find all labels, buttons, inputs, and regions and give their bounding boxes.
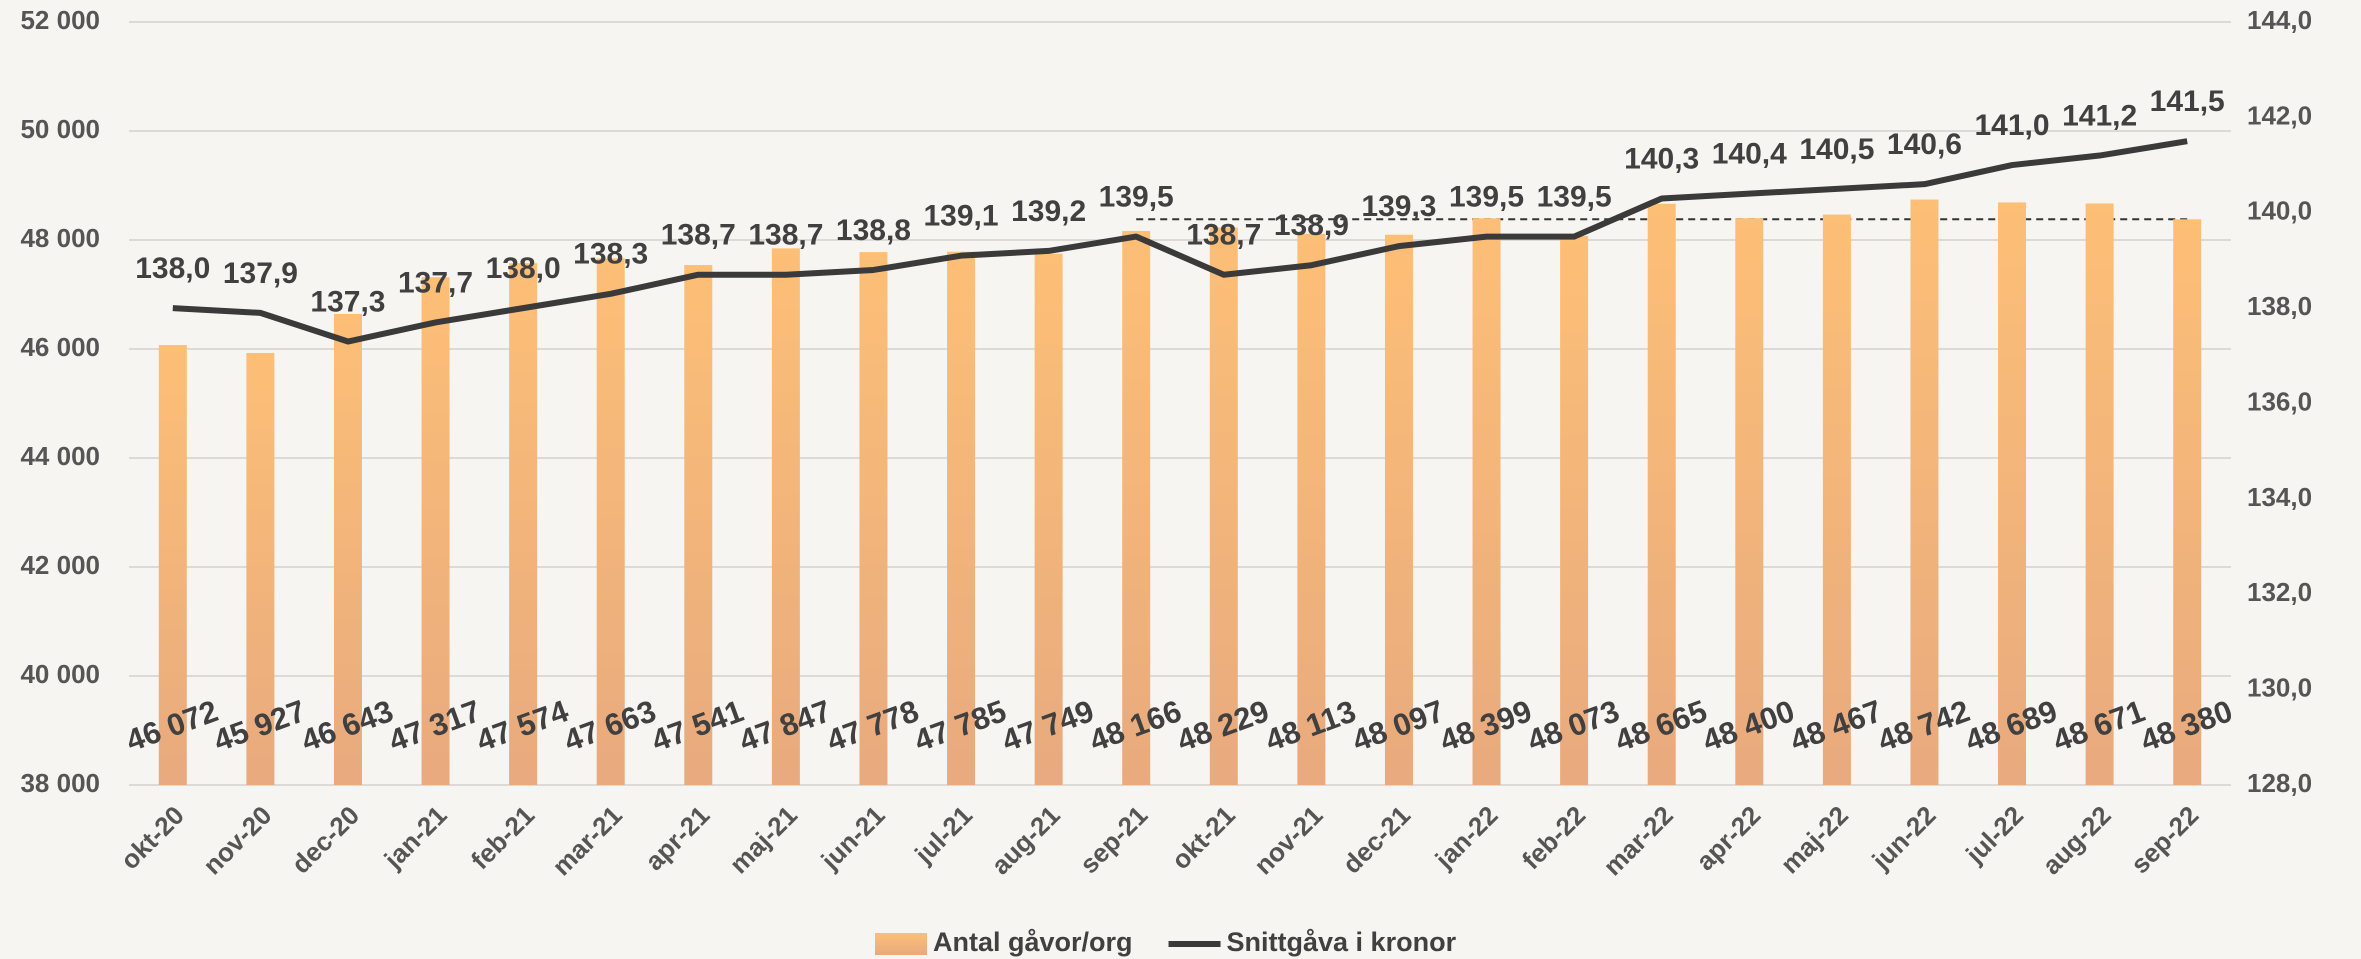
- legend: Antal gåvor/org Snittgåva i kronor: [875, 927, 1457, 957]
- line-value-label: 138,7: [748, 219, 823, 252]
- line-value-label: 139,3: [1361, 190, 1436, 223]
- bar: [1910, 199, 1939, 785]
- bar: [1998, 202, 2027, 786]
- bar: [158, 345, 187, 785]
- bar: [246, 352, 275, 785]
- line-value-label: 141,0: [1975, 109, 2050, 142]
- line-value-label: 139,1: [924, 200, 999, 233]
- legend-swatch: [875, 933, 927, 955]
- line-value-label: 141,5: [2150, 85, 2225, 118]
- bar: [1034, 253, 1063, 785]
- bar: [509, 263, 538, 785]
- bar: [1735, 218, 1764, 785]
- bar: [1384, 234, 1413, 785]
- y2-tick-label: 138,0: [2247, 291, 2312, 321]
- line-value-label: 139,5: [1537, 181, 1612, 214]
- y-tick-label: 40 000: [20, 659, 100, 689]
- bar: [1297, 233, 1326, 786]
- y2-tick-label: 140,0: [2247, 196, 2312, 226]
- line-value-label: 140,6: [1887, 128, 1962, 161]
- legend-label: Snittgåva i kronor: [1227, 927, 1457, 957]
- y-tick-label: 38 000: [20, 768, 100, 798]
- bar: [1122, 230, 1151, 785]
- y-tick-label: 44 000: [20, 441, 100, 471]
- line-value-label: 140,5: [1799, 133, 1874, 166]
- y-tick-label: 42 000: [20, 550, 100, 580]
- line-value-label: 138,7: [661, 219, 736, 252]
- line-value-label: 137,9: [223, 257, 298, 290]
- line-value-label: 138,0: [486, 252, 561, 285]
- bar: [333, 313, 362, 785]
- bar: [947, 251, 976, 785]
- bar: [859, 252, 888, 785]
- y2-tick-label: 130,0: [2247, 673, 2312, 703]
- bar: [1647, 203, 1676, 785]
- line-value-label: 138,9: [1274, 209, 1349, 242]
- y2-tick-label: 132,0: [2247, 577, 2312, 607]
- bar: [2173, 219, 2202, 786]
- bar: [1822, 214, 1851, 786]
- y-tick-label: 50 000: [20, 114, 100, 144]
- line-value-label: 138,3: [573, 238, 648, 271]
- bar: [1209, 227, 1238, 785]
- y-tick-label: 46 000: [20, 332, 100, 362]
- line-value-label: 137,3: [310, 285, 385, 318]
- bar: [684, 265, 713, 785]
- y-tick-label: 52 000: [20, 5, 100, 35]
- line-value-label: 140,4: [1712, 138, 1787, 171]
- line-value-label: 139,2: [1011, 195, 1086, 228]
- y-tick-label: 48 000: [20, 223, 100, 253]
- line-value-label: 141,2: [2062, 99, 2137, 132]
- bar: [1560, 236, 1589, 786]
- bar: [421, 277, 450, 785]
- bar: [2085, 203, 2114, 786]
- y2-tick-label: 134,0: [2247, 482, 2312, 512]
- bar: [596, 258, 625, 786]
- y2-tick-label: 142,0: [2247, 100, 2312, 130]
- line-value-label: 138,0: [135, 252, 210, 285]
- line-value-label: 137,7: [398, 266, 473, 299]
- line-value-label: 140,3: [1624, 142, 1699, 175]
- line-value-label: 139,5: [1449, 181, 1524, 214]
- y2-tick-label: 128,0: [2247, 768, 2312, 798]
- bar: [1472, 218, 1501, 785]
- y2-tick-label: 144,0: [2247, 5, 2312, 35]
- bar: [771, 248, 800, 785]
- line-value-label: 138,7: [1186, 219, 1261, 252]
- line: [172, 138, 2188, 345]
- line-value-label: 139,5: [1099, 181, 1174, 214]
- y2-tick-label: 136,0: [2247, 386, 2312, 416]
- legend-label: Antal gåvor/org: [933, 927, 1133, 957]
- line-value-label: 138,8: [836, 214, 911, 247]
